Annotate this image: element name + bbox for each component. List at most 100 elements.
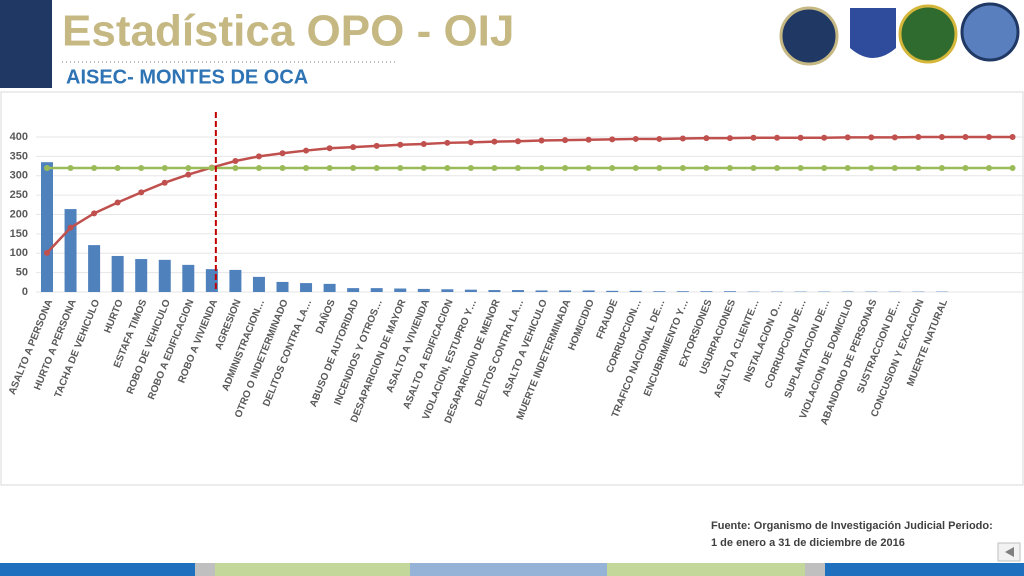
bar	[41, 162, 53, 292]
line-point	[91, 210, 98, 217]
line-point	[232, 158, 239, 165]
line-point	[444, 139, 451, 146]
y-tick-label: 150	[10, 228, 28, 240]
bar	[229, 269, 242, 292]
strip-segment	[195, 563, 215, 576]
line-point	[797, 134, 804, 141]
line-point	[350, 165, 357, 171]
y-tick-label: 100	[10, 247, 28, 259]
bar	[535, 290, 548, 292]
bar	[676, 291, 689, 292]
y-tick-label: 350	[10, 150, 28, 162]
bottom-strip	[0, 563, 1024, 576]
line-point	[915, 134, 922, 140]
line-point	[444, 165, 451, 171]
logos	[779, 2, 1020, 66]
y-tick-label: 300	[10, 170, 28, 182]
line-point	[114, 199, 121, 206]
nav-arrow	[1005, 547, 1014, 557]
y-tick-label: 50	[16, 267, 28, 279]
line-point	[467, 165, 474, 171]
bar	[723, 291, 736, 292]
logo	[779, 6, 839, 66]
y-tick-label: 250	[10, 189, 28, 201]
line-point	[868, 165, 875, 171]
line-point	[373, 165, 380, 171]
subtitle: AISEC- MONTES DE OCA	[66, 66, 308, 88]
line-point	[255, 153, 262, 160]
line-point	[373, 142, 380, 149]
bar	[512, 290, 524, 292]
line-point	[726, 165, 733, 171]
line-point	[726, 135, 733, 142]
line-point	[326, 145, 333, 152]
bar	[582, 290, 595, 292]
bar	[158, 259, 171, 292]
bar	[394, 288, 407, 292]
y-tick-label: 0	[22, 286, 28, 298]
line-point	[232, 165, 239, 171]
line-point	[891, 165, 898, 171]
line-point	[67, 165, 74, 171]
bar	[441, 289, 454, 292]
header-bar	[0, 0, 52, 88]
line-point	[585, 136, 592, 143]
bar	[64, 209, 77, 292]
line-point	[609, 165, 616, 171]
line-point	[44, 249, 50, 256]
logo	[898, 4, 958, 64]
line-point	[703, 165, 710, 171]
line-point	[609, 136, 616, 143]
line-point	[491, 138, 498, 145]
line-point	[632, 135, 639, 142]
line-point	[703, 135, 710, 142]
line-point	[303, 165, 310, 171]
line-point	[397, 165, 404, 171]
line-point	[67, 224, 74, 231]
y-tick-label: 400	[10, 131, 28, 143]
line-point	[138, 189, 145, 196]
bar	[417, 288, 430, 292]
line-point	[420, 140, 427, 147]
strip-segment	[410, 563, 607, 576]
logo	[850, 8, 896, 58]
line-point	[303, 147, 310, 154]
line-point	[632, 165, 639, 171]
line-point	[255, 165, 262, 171]
bar	[276, 281, 289, 292]
line-point	[138, 165, 145, 171]
strip-segment	[825, 563, 1024, 576]
line-point	[114, 165, 121, 171]
line-point	[279, 150, 286, 157]
line-point	[1009, 134, 1016, 140]
line-point	[750, 134, 757, 141]
line-point	[962, 165, 969, 171]
line-point	[538, 165, 545, 171]
line-point	[279, 165, 286, 171]
chart-frame	[0, 91, 1024, 486]
line-point	[962, 134, 969, 140]
line-point	[656, 135, 663, 142]
line-point	[821, 134, 828, 141]
line-point	[491, 165, 498, 171]
bar	[488, 290, 501, 292]
line-point	[986, 165, 992, 171]
bar	[347, 288, 360, 292]
bar	[182, 264, 195, 292]
line-point	[44, 165, 50, 171]
bar	[323, 283, 336, 292]
line-point	[91, 165, 98, 171]
line-point	[185, 171, 192, 178]
line-point	[538, 137, 545, 144]
line-point	[161, 165, 168, 171]
line-point	[679, 165, 686, 171]
source-line: Fuente: Organismo de Investigación Judic…	[711, 520, 993, 532]
line-point	[656, 165, 663, 171]
source-line: 1 de enero a 31 de diciembre de 2016	[711, 537, 905, 549]
line-point	[208, 165, 215, 171]
line-point	[915, 165, 922, 171]
line-point	[844, 134, 851, 141]
strip-segment	[215, 563, 410, 576]
line-point	[185, 165, 192, 171]
